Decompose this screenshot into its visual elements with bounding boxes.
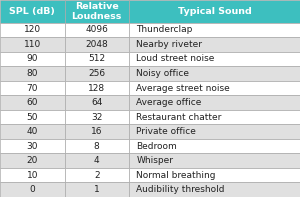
Bar bbox=[0, 95, 64, 110]
Bar bbox=[0, 0, 64, 23]
Text: 110: 110 bbox=[24, 40, 41, 49]
Text: 40: 40 bbox=[27, 127, 38, 136]
Text: 4096: 4096 bbox=[85, 25, 108, 34]
Bar bbox=[129, 182, 300, 197]
Text: 90: 90 bbox=[26, 55, 38, 63]
Bar bbox=[64, 168, 129, 182]
Bar bbox=[64, 182, 129, 197]
Text: 60: 60 bbox=[26, 98, 38, 107]
Bar bbox=[64, 52, 129, 66]
Bar bbox=[0, 23, 64, 37]
Text: Relative
Loudness: Relative Loudness bbox=[72, 2, 122, 21]
Bar bbox=[64, 81, 129, 95]
Text: 16: 16 bbox=[91, 127, 103, 136]
Bar bbox=[129, 95, 300, 110]
Text: Average street noise: Average street noise bbox=[136, 84, 230, 93]
Text: Loud street noise: Loud street noise bbox=[136, 55, 215, 63]
Text: 128: 128 bbox=[88, 84, 105, 93]
Bar bbox=[0, 37, 64, 52]
Text: 2: 2 bbox=[94, 171, 100, 180]
Bar bbox=[64, 23, 129, 37]
Bar bbox=[64, 139, 129, 153]
Bar bbox=[129, 81, 300, 95]
Bar bbox=[64, 110, 129, 124]
Text: Private office: Private office bbox=[136, 127, 196, 136]
Text: Average office: Average office bbox=[136, 98, 202, 107]
Bar bbox=[0, 66, 64, 81]
Text: Noisy office: Noisy office bbox=[136, 69, 190, 78]
Text: Thunderclap: Thunderclap bbox=[136, 25, 193, 34]
Text: Bedroom: Bedroom bbox=[136, 142, 177, 151]
Text: 256: 256 bbox=[88, 69, 105, 78]
Bar bbox=[0, 81, 64, 95]
Text: 1: 1 bbox=[94, 185, 100, 194]
Bar bbox=[129, 168, 300, 182]
Text: 64: 64 bbox=[91, 98, 102, 107]
Bar bbox=[0, 124, 64, 139]
Text: 80: 80 bbox=[26, 69, 38, 78]
Text: 120: 120 bbox=[24, 25, 41, 34]
Text: 8: 8 bbox=[94, 142, 100, 151]
Bar bbox=[0, 110, 64, 124]
Text: Whisper: Whisper bbox=[136, 156, 173, 165]
Text: 20: 20 bbox=[27, 156, 38, 165]
Bar bbox=[129, 139, 300, 153]
Bar bbox=[129, 153, 300, 168]
Text: Normal breathing: Normal breathing bbox=[136, 171, 216, 180]
Bar bbox=[129, 110, 300, 124]
Text: 10: 10 bbox=[26, 171, 38, 180]
Text: Nearby riveter: Nearby riveter bbox=[136, 40, 202, 49]
Bar bbox=[129, 23, 300, 37]
Bar bbox=[0, 153, 64, 168]
Text: 30: 30 bbox=[26, 142, 38, 151]
Bar bbox=[64, 37, 129, 52]
Bar bbox=[129, 37, 300, 52]
Text: 32: 32 bbox=[91, 113, 102, 122]
Text: 50: 50 bbox=[26, 113, 38, 122]
Bar bbox=[0, 168, 64, 182]
Bar bbox=[0, 52, 64, 66]
Text: 2048: 2048 bbox=[85, 40, 108, 49]
Bar bbox=[0, 139, 64, 153]
Bar bbox=[129, 66, 300, 81]
Text: Audibility threshold: Audibility threshold bbox=[136, 185, 225, 194]
Bar bbox=[64, 0, 129, 23]
Bar bbox=[129, 0, 300, 23]
Text: Typical Sound: Typical Sound bbox=[178, 7, 251, 16]
Bar bbox=[64, 66, 129, 81]
Bar bbox=[64, 153, 129, 168]
Bar bbox=[129, 52, 300, 66]
Text: SPL (dB): SPL (dB) bbox=[9, 7, 55, 16]
Text: 512: 512 bbox=[88, 55, 105, 63]
Bar bbox=[129, 124, 300, 139]
Text: Restaurant chatter: Restaurant chatter bbox=[136, 113, 222, 122]
Text: 0: 0 bbox=[29, 185, 35, 194]
Bar bbox=[64, 95, 129, 110]
Text: 70: 70 bbox=[26, 84, 38, 93]
Bar bbox=[0, 182, 64, 197]
Bar bbox=[64, 124, 129, 139]
Text: 4: 4 bbox=[94, 156, 100, 165]
